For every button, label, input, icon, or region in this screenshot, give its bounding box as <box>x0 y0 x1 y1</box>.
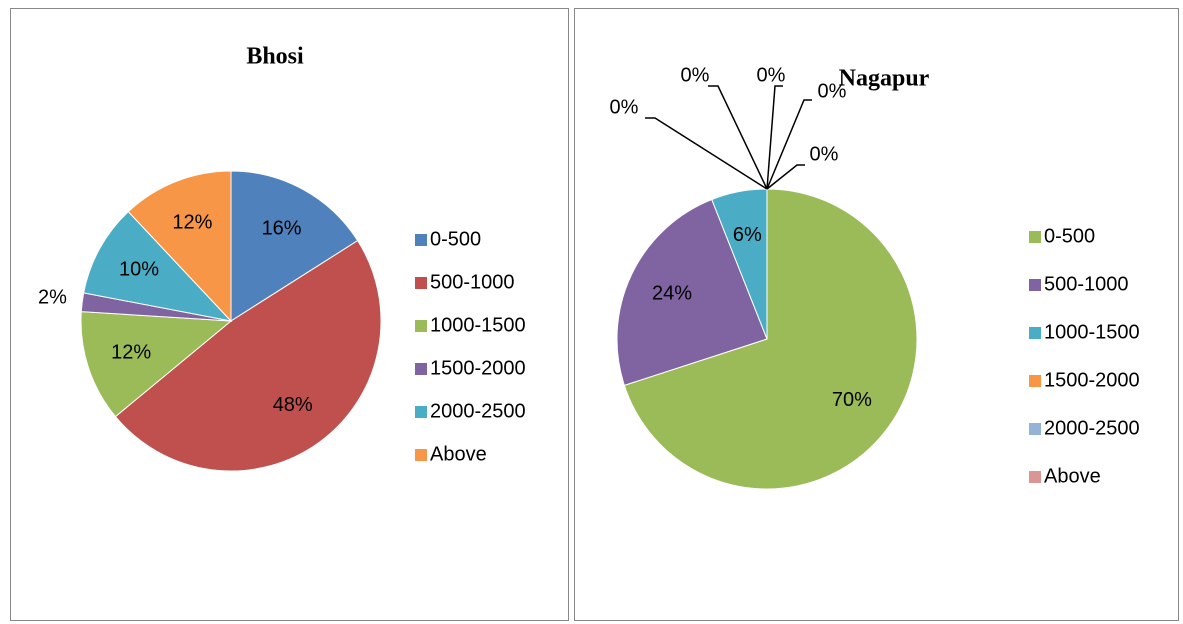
pie-slice <box>83 210 233 322</box>
leader-line <box>766 164 805 190</box>
legend-swatch <box>1029 423 1041 435</box>
data-label: 12% <box>111 342 151 364</box>
legend-swatch <box>1029 375 1041 387</box>
legend-swatch <box>415 449 427 461</box>
leader-line <box>645 117 768 190</box>
legend-swatch <box>1029 327 1041 339</box>
legend-label: Above <box>1044 465 1101 487</box>
pie-slice <box>114 239 382 472</box>
legend-swatch <box>1029 279 1041 291</box>
data-label: 0% <box>610 96 639 118</box>
data-label: 12% <box>172 212 212 234</box>
legend-label: 0-500 <box>1044 225 1095 247</box>
chart-title: Nagapur <box>839 66 930 92</box>
data-label: 0% <box>818 80 847 102</box>
leader-line <box>708 85 768 190</box>
legend-label: 1000-1500 <box>1044 321 1140 343</box>
pie-slice <box>127 170 232 323</box>
data-label: 70% <box>832 389 872 411</box>
data-label: 0% <box>681 64 710 86</box>
data-label: 48% <box>273 394 313 416</box>
pie-slice <box>80 311 233 418</box>
data-label: 24% <box>652 283 692 305</box>
pie-slice <box>616 198 768 386</box>
chart-title: Bhosi <box>246 44 304 70</box>
legend-label: Above <box>430 443 487 465</box>
legend-label: 0-500 <box>430 228 481 250</box>
legend-label: 2000-2500 <box>430 400 526 422</box>
legend-label: 1000-1500 <box>430 314 526 336</box>
pie-slice <box>230 170 359 322</box>
data-label: 16% <box>262 217 302 239</box>
data-label: 0% <box>757 64 786 86</box>
legend-swatch <box>415 406 427 418</box>
legend-label: 500-1000 <box>1044 273 1129 295</box>
legend-swatch <box>415 363 427 375</box>
legend-swatch <box>415 277 427 289</box>
legend-label: 2000-2500 <box>1044 417 1140 439</box>
legend-label: 500-1000 <box>430 271 515 293</box>
data-label: 6% <box>733 224 762 246</box>
data-label: 0% <box>810 143 839 165</box>
leader-line <box>766 85 783 190</box>
data-label: 2% <box>38 287 67 309</box>
pie-slice <box>623 188 918 490</box>
data-label: 10% <box>119 259 159 281</box>
leader-line <box>766 99 812 190</box>
legend-label: 1500-2000 <box>1044 369 1140 391</box>
legend-swatch <box>1029 231 1041 243</box>
legend-swatch <box>415 320 427 332</box>
legend-swatch <box>415 234 427 246</box>
legend-swatch <box>1029 471 1041 483</box>
legend-label: 1500-2000 <box>430 357 526 379</box>
